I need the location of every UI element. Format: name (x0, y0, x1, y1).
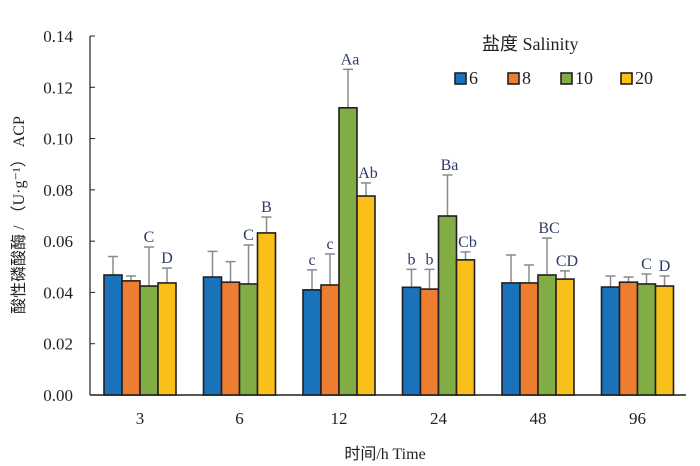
y-tick-label: 0.02 (43, 335, 73, 354)
x-tick-label: 3 (136, 409, 145, 428)
bar-20-3 (157, 282, 177, 396)
y-tick-label: 0.00 (43, 386, 73, 405)
y-tick-label: 0.08 (43, 181, 73, 200)
bar-6-12 (302, 289, 322, 396)
bar-10-6 (238, 283, 259, 396)
bar-8-24 (419, 288, 440, 396)
bar-6-96 (600, 286, 621, 396)
significance-label: C (144, 229, 155, 246)
bar-8-3 (121, 280, 141, 396)
significance-label: C (243, 227, 254, 244)
legend-label-6: 6 (469, 68, 478, 88)
legend: 盐度 Salinity 6 8 10 20 (454, 34, 653, 88)
legend-label-8: 8 (522, 68, 531, 88)
bar-6-48 (501, 282, 521, 396)
y-tick-label: 0.10 (43, 130, 73, 149)
bar-8-48 (519, 282, 539, 396)
significance-label: Ba (441, 157, 459, 174)
significance-label: Cb (458, 234, 477, 251)
bar-10-3 (139, 285, 159, 396)
axes: 0.00 0.02 0.04 0.06 0.08 0.10 0.12 0.14 3 6 12 24 48… (43, 27, 686, 428)
bar-6-3 (103, 274, 123, 396)
x-tick-label: 6 (235, 409, 244, 428)
bar-6-6 (202, 276, 223, 396)
bar-6-24 (401, 286, 422, 396)
bar-10-96 (636, 283, 657, 396)
significance-label: Aa (341, 51, 360, 68)
legend-label-10: 10 (575, 68, 593, 88)
significance-label: CD (556, 253, 578, 270)
y-axis-label: 酸性磷酸酶 / （U·g⁻¹） ACP (10, 116, 28, 314)
x-axis-label: 时间/h Time (344, 445, 425, 463)
significance-label: D (659, 258, 671, 275)
bar-20-48 (555, 278, 575, 396)
legend-label-20: 20 (635, 68, 653, 88)
y-tick-label: 0.14 (43, 27, 73, 46)
bar-8-12 (320, 284, 340, 396)
significance-label: C (641, 256, 652, 273)
significance-label: b (408, 251, 416, 268)
x-tick-label: 48 (530, 409, 547, 428)
bar-20-6 (256, 232, 277, 396)
bar-10-24 (437, 215, 458, 396)
significance-label: c (308, 252, 315, 269)
significance-label: B (261, 199, 272, 216)
x-tick-label: 96 (629, 409, 646, 428)
bar-8-96 (618, 281, 639, 396)
significance-label: b (426, 251, 434, 268)
legend-swatch-10 (560, 72, 573, 85)
legend-swatch-20 (620, 72, 633, 85)
significance-label: Ab (358, 165, 378, 182)
significance-label: c (326, 236, 333, 253)
legend-swatch-8 (507, 72, 520, 85)
significance-label: D (161, 250, 173, 267)
bar-20-12 (356, 195, 376, 396)
legend-title: 盐度 Salinity (482, 34, 579, 54)
significance-label: BC (538, 220, 559, 237)
x-tick-label: 24 (430, 409, 448, 428)
bar-10-12 (338, 107, 358, 396)
bar-20-96 (654, 285, 675, 396)
x-tick-label: 12 (331, 409, 348, 428)
y-tick-label: 0.12 (43, 78, 73, 97)
bar-10-48 (537, 274, 557, 396)
bar-8-6 (220, 281, 241, 396)
bar-20-24 (455, 259, 476, 396)
y-tick-label: 0.04 (43, 283, 73, 302)
legend-swatch-6 (454, 72, 467, 85)
y-tick-label: 0.06 (43, 232, 73, 251)
